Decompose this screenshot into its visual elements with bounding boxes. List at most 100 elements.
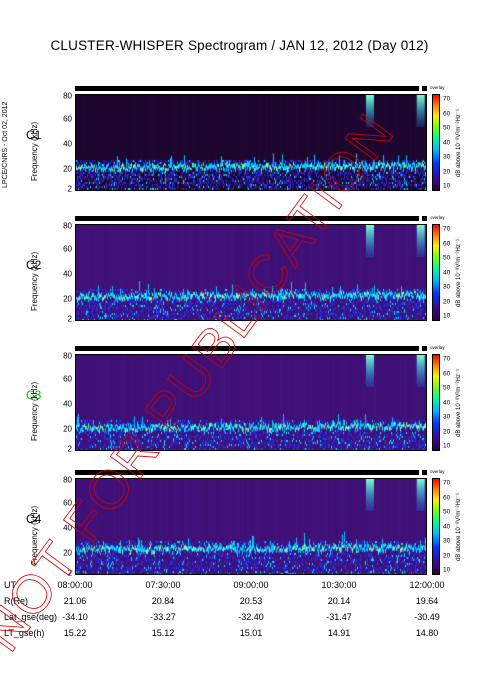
x-axis-value: 21.06 <box>63 596 87 606</box>
colorbar-tick-label: 60 <box>443 110 451 117</box>
data-gap-marker <box>419 216 422 221</box>
spectrogram-canvas <box>76 355 426 450</box>
y-tick-label: 40 <box>63 399 72 409</box>
y-tick-label: 80 <box>63 475 72 485</box>
x-axis-table: UT 08:00:00 07:30:00 09:00:00 10:30:00 12:00:… <box>0 580 479 660</box>
spectrogram-plot <box>75 354 427 451</box>
panel-c2: overlay C2 Frequency (kHz) 80 60 40 20 2 70 60 50 4… <box>0 215 479 336</box>
colorbar-ticks: 70 60 50 40 30 20 10 <box>443 354 457 451</box>
colorbar-tick-label: 50 <box>443 124 451 132</box>
x-axis-value: 19.64 <box>415 596 439 606</box>
x-axis-value: 20.14 <box>327 596 351 606</box>
colorbar-tick-label: 10 <box>443 442 451 450</box>
y-tick-label: 40 <box>63 139 72 149</box>
y-tick-label: 60 <box>63 114 72 124</box>
y-tick-label: 2 <box>67 314 72 324</box>
panel-c3: overlay C3 Frequency (kHz) 80 60 40 20 2 70 60 50 4… <box>0 345 479 466</box>
y-tick-label: 40 <box>63 269 72 279</box>
spectrogram-plot <box>75 224 427 321</box>
colorbar-tick-label: 50 <box>443 254 451 262</box>
x-axis-value: 15.22 <box>63 628 87 638</box>
overlay-label: overlay <box>430 469 445 474</box>
x-axis-value: 10:30:00 <box>321 580 357 590</box>
x-axis-value: 08:00:00 <box>57 580 93 590</box>
overlay-label: overlay <box>430 85 445 90</box>
x-axis-row-label: LT_gse(h) <box>4 628 45 638</box>
spectrogram-canvas <box>76 95 426 190</box>
y-tick-labels: 80 60 40 20 2 <box>52 475 72 578</box>
colorbar-tick-label: 20 <box>443 298 451 305</box>
colorbar-tick-label: 10 <box>443 182 451 190</box>
colorbar-tick-label: 30 <box>443 153 451 161</box>
colorbar-label: dB above 10⁻⁸V²m⁻²Hz⁻¹ <box>456 368 462 438</box>
x-axis-value: -33.27 <box>150 612 176 622</box>
x-axis-value: -31.47 <box>326 612 352 622</box>
x-axis-row-label: R(Re) <box>4 596 28 606</box>
colorbar-label: dB above 10⁻⁸V²m⁻²Hz⁻¹ <box>456 108 462 178</box>
data-gap-marker <box>419 470 422 475</box>
y-tick-label: 20 <box>63 164 72 174</box>
colorbar-tick-label: 20 <box>443 428 451 435</box>
y-tick-label: 80 <box>63 91 72 101</box>
data-gap-marker <box>419 346 422 351</box>
x-axis-value: -32.40 <box>238 612 264 622</box>
y-tick-labels: 80 60 40 20 2 <box>52 221 72 324</box>
panel-c1: overlay C1 Frequency (kHz) 80 60 40 20 2 70 60 50 4… <box>0 85 479 206</box>
x-axis-row-label: Lat_gse(deg) <box>4 612 58 622</box>
x-axis-value: -34.10 <box>62 612 88 622</box>
colorbar <box>432 94 440 191</box>
colorbar-tick-label: 60 <box>443 240 451 247</box>
overlay-label: overlay <box>430 345 445 350</box>
y-tick-label: 60 <box>63 244 72 254</box>
colorbar-ticks: 70 60 50 40 30 20 10 <box>443 478 457 575</box>
colorbar-tick-label: 70 <box>443 95 451 103</box>
x-axis-value: -30.49 <box>414 612 440 622</box>
data-gap-marker <box>419 86 422 91</box>
spacecraft-label: C1 <box>26 128 42 142</box>
spacecraft-label: C4 <box>26 512 42 526</box>
colorbar-label: dB above 10⁻⁸V²m⁻²Hz⁻¹ <box>456 492 462 562</box>
chart-title: CLUSTER-WHISPER Spectrogram / JAN 12, 20… <box>50 38 429 53</box>
colorbar-tick-label: 50 <box>443 384 451 392</box>
colorbar-tick-label: 50 <box>443 508 451 516</box>
colorbar-tick-label: 40 <box>443 523 451 530</box>
y-tick-label: 20 <box>63 548 72 558</box>
colorbar-tick-label: 60 <box>443 370 451 377</box>
colorbar-tick-label: 70 <box>443 479 451 487</box>
colorbar-ticks: 70 60 50 40 30 20 10 <box>443 94 457 191</box>
colorbar-tick-label: 10 <box>443 312 451 320</box>
data-status-bar <box>75 470 427 475</box>
colorbar <box>432 478 440 575</box>
colorbar-tick-label: 70 <box>443 355 451 363</box>
spectrogram-plot <box>75 478 427 575</box>
colorbar-tick-label: 20 <box>443 168 451 175</box>
x-axis-value: 20.84 <box>151 596 175 606</box>
y-tick-labels: 80 60 40 20 2 <box>52 351 72 453</box>
spectrogram-canvas <box>76 225 426 320</box>
colorbar <box>432 224 440 321</box>
x-axis-row-label: UT <box>4 580 16 590</box>
panel-c4: overlay C4 Frequency (kHz) 80 60 40 20 2 70 60 50 4… <box>0 469 479 590</box>
spectrogram-canvas <box>76 479 426 574</box>
y-tick-label: 60 <box>63 374 72 384</box>
y-tick-label: 2 <box>67 184 72 194</box>
colorbar-tick-label: 10 <box>443 566 451 574</box>
overlay-label: overlay <box>430 215 445 220</box>
colorbar-label: dB above 10⁻⁸V²m⁻²Hz⁻¹ <box>456 238 462 308</box>
y-tick-label: 40 <box>63 523 72 533</box>
y-tick-label: 2 <box>67 568 72 578</box>
colorbar-tick-label: 30 <box>443 537 451 545</box>
y-tick-label: 80 <box>63 351 72 361</box>
x-axis-value: 15.12 <box>151 628 175 638</box>
x-axis-value: 07:30:00 <box>145 580 181 590</box>
y-tick-labels: 80 60 40 20 2 <box>52 91 72 194</box>
y-tick-label: 80 <box>63 221 72 231</box>
data-status-bar <box>75 86 427 91</box>
colorbar-tick-label: 60 <box>443 494 451 501</box>
colorbar-tick-label: 30 <box>443 413 451 421</box>
x-axis-value: 14.80 <box>415 628 439 638</box>
colorbar <box>432 354 440 451</box>
x-axis-value: 12:00:00 <box>409 580 445 590</box>
spacecraft-label: C3 <box>26 388 42 402</box>
data-status-bar <box>75 346 427 351</box>
